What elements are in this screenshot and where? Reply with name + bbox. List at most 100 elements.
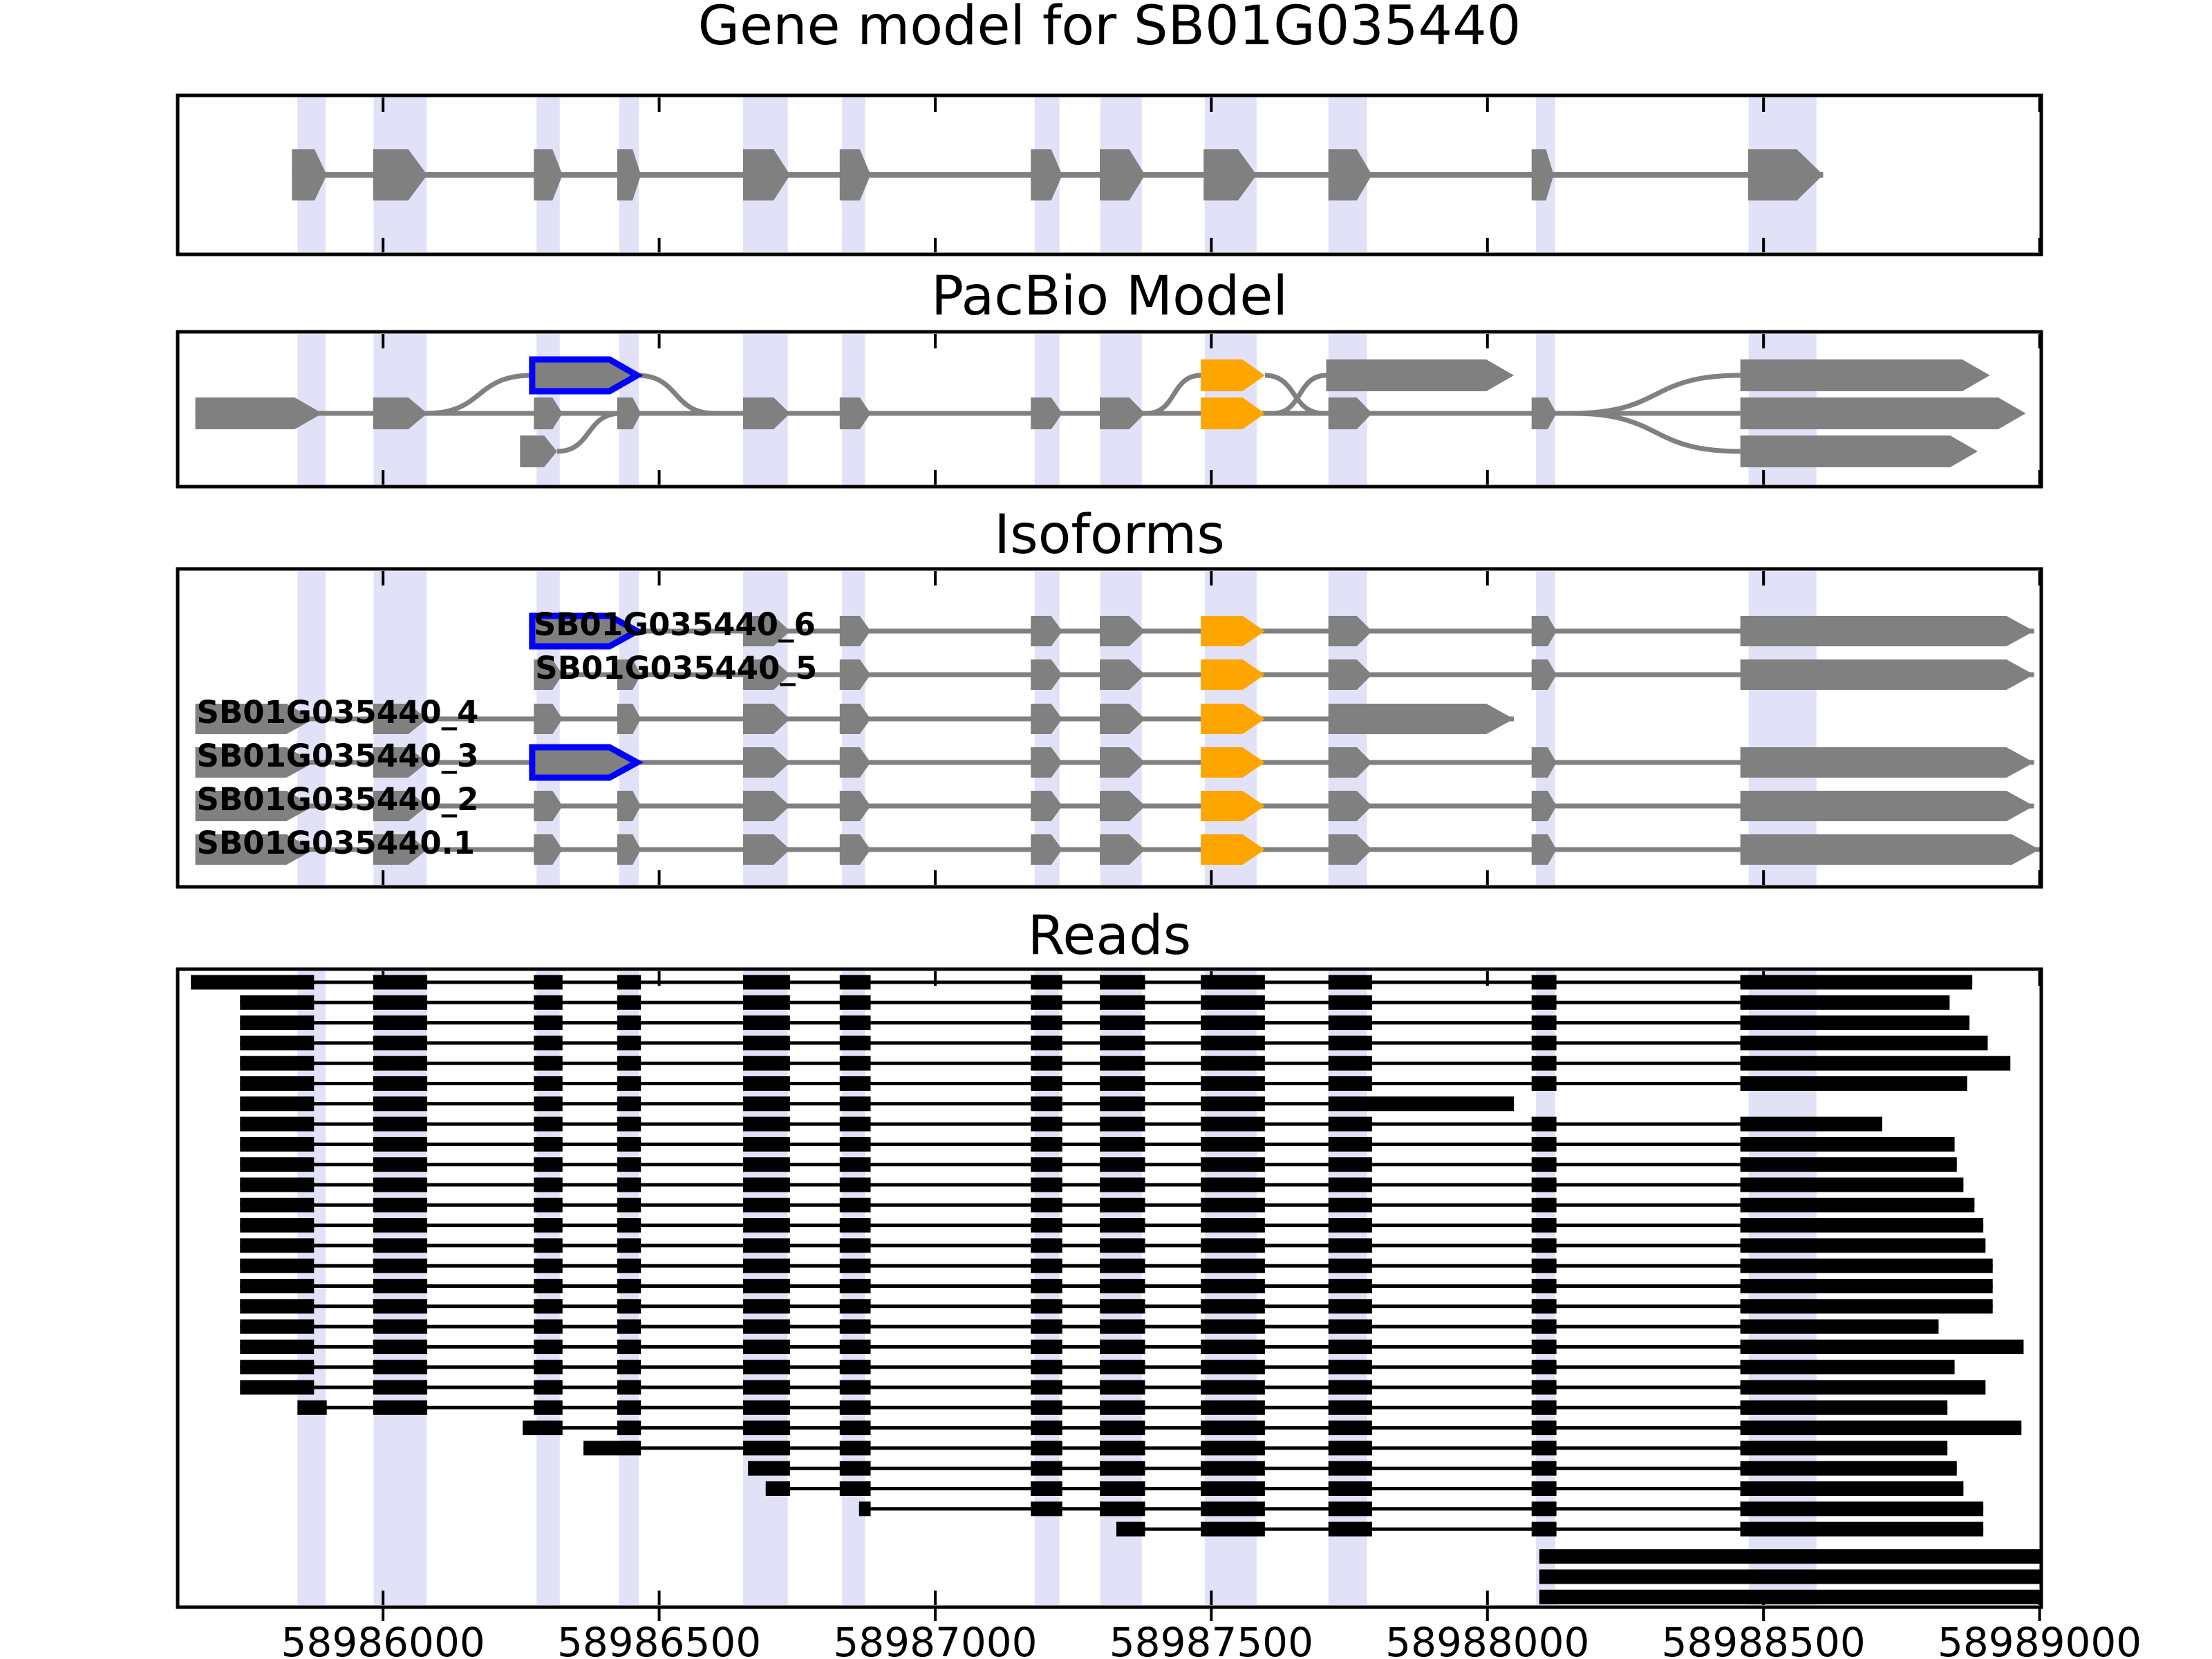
orange-exon [1201, 359, 1265, 391]
read-row [1539, 1589, 2041, 1604]
read-exon [742, 995, 790, 1010]
x-tick-label: 58988500 [1662, 1619, 1866, 1659]
read-exon [1531, 1521, 1557, 1537]
read-exon [742, 1400, 790, 1415]
read-exon [373, 1076, 428, 1091]
read-exon [1328, 1461, 1372, 1476]
pacbio-exon [617, 397, 641, 429]
isoform-exon [1328, 659, 1372, 690]
read-exon [1531, 1461, 1557, 1476]
read-exon [1100, 1339, 1145, 1354]
read-exon [1031, 1035, 1062, 1051]
read-exon [1740, 1177, 1964, 1192]
read-exon [1201, 1035, 1265, 1051]
gene-exon [292, 149, 327, 200]
isoform-exon [534, 704, 563, 734]
read-exon [1201, 1218, 1265, 1233]
read-exon [1100, 1015, 1145, 1031]
read-exon [1328, 1035, 1372, 1051]
read-exon [1740, 995, 1950, 1010]
read-exon [1740, 1258, 1993, 1273]
isoform-exon [1031, 747, 1062, 778]
read-exon [1031, 1197, 1062, 1212]
read-exon [373, 1339, 428, 1354]
isoform-exon [1740, 616, 2034, 646]
isoform-exon [839, 834, 871, 865]
read-exon [1100, 1481, 1145, 1496]
orange-exon [1201, 791, 1265, 821]
labels-layer: SB01G035440_6 SB01G035440_5 SB01G035440_4 S… [197, 606, 2142, 1659]
isoform-exon [373, 704, 428, 734]
isoform-label: SB01G035440_4 [197, 694, 479, 731]
read-exon [534, 1339, 563, 1354]
read-exon [1531, 1400, 1557, 1415]
read-exon [1531, 1441, 1557, 1456]
read-exon [617, 1258, 641, 1273]
read-exon [839, 1360, 871, 1375]
panel-borders-layer [176, 93, 2043, 1621]
read-exon [534, 1157, 563, 1172]
read-exon [839, 1481, 871, 1496]
x-tick-label: 58986500 [557, 1619, 761, 1659]
read-exon [1531, 1339, 1557, 1354]
read-exon [742, 1076, 790, 1091]
read-exon [1531, 1258, 1557, 1273]
read-exon [839, 1096, 871, 1112]
read-exon [1100, 1035, 1145, 1051]
read-exon [1031, 1461, 1062, 1476]
read-exon [534, 995, 563, 1010]
isoform-label: SB01G035440_2 [197, 781, 479, 818]
read-exon [1740, 1197, 1975, 1212]
pacbio-exon [1326, 359, 1515, 391]
read-exon [1031, 1441, 1062, 1456]
isoform-exon [1328, 747, 1372, 778]
read-exon [1740, 1360, 1955, 1375]
isoform-exon [839, 791, 871, 821]
read-exon [1031, 1136, 1062, 1152]
read-exon [839, 1035, 871, 1051]
pacbio-exon [839, 397, 871, 429]
read-exon [1201, 995, 1265, 1010]
gene-exon [1747, 149, 1824, 200]
read-exon [617, 1035, 641, 1051]
isoform-exon [195, 747, 315, 778]
read-exon [1328, 1056, 1372, 1071]
read-exon [748, 1461, 790, 1476]
read-exon [373, 1380, 428, 1395]
read-exon [534, 1056, 563, 1071]
read-exon [1328, 1116, 1372, 1132]
pacbio-exon [1328, 397, 1372, 429]
read-exon [1031, 1421, 1062, 1436]
read-exon [839, 1157, 871, 1172]
read-exon [1031, 975, 1062, 990]
read-exon [1328, 975, 1372, 990]
read-exon [534, 975, 563, 990]
read-exon [1031, 995, 1062, 1010]
read-exon [1201, 1299, 1265, 1314]
panel-border [176, 967, 2043, 1609]
read-exon [1531, 1177, 1557, 1192]
read-exon [373, 1319, 428, 1334]
gene-exon [534, 149, 563, 200]
read-exon [373, 1015, 428, 1031]
isoform-exon [1740, 791, 2034, 821]
gene-exon [373, 149, 428, 200]
read-exon [1100, 1096, 1145, 1112]
isoform-exon [1740, 834, 2040, 865]
read-exon [1031, 1096, 1062, 1112]
read-exon [742, 1319, 790, 1334]
isoform-exon [839, 659, 871, 690]
read-exon [240, 1339, 315, 1354]
read-exon [1100, 1421, 1145, 1436]
read-exon [1740, 1461, 1957, 1476]
read-exon [1031, 1238, 1062, 1253]
read-exon [1100, 1461, 1145, 1476]
read-exon [1201, 1238, 1265, 1253]
orange-exon [1201, 747, 1265, 778]
read-exon [534, 1136, 563, 1152]
read-exon [534, 1015, 563, 1031]
isoform-exon [742, 659, 790, 690]
read-exon [1201, 1380, 1265, 1395]
read-exon [534, 1238, 563, 1253]
read-exon [1031, 1400, 1062, 1415]
